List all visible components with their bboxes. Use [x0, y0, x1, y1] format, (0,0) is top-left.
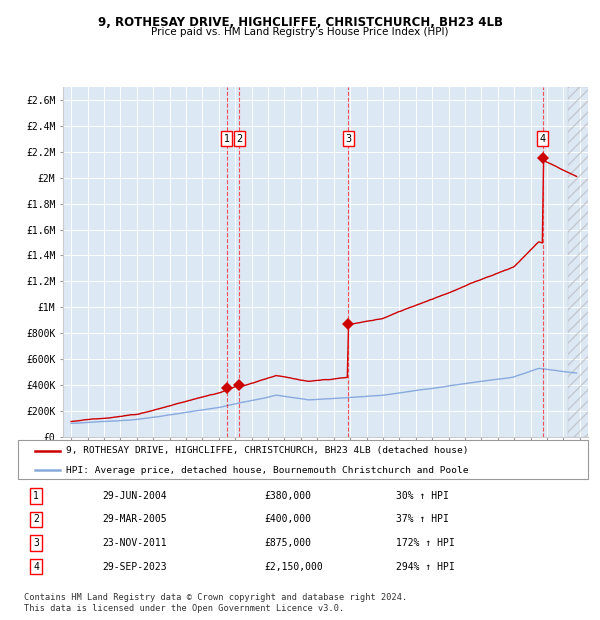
Text: 3: 3: [33, 538, 39, 548]
Text: 29-MAR-2005: 29-MAR-2005: [102, 515, 167, 525]
Text: 2: 2: [236, 134, 242, 144]
Text: 1: 1: [224, 134, 230, 144]
Text: 37% ↑ HPI: 37% ↑ HPI: [396, 515, 449, 525]
Text: 172% ↑ HPI: 172% ↑ HPI: [396, 538, 455, 548]
Text: £2,150,000: £2,150,000: [264, 562, 323, 572]
Text: 4: 4: [33, 562, 39, 572]
Text: £400,000: £400,000: [264, 515, 311, 525]
Text: £875,000: £875,000: [264, 538, 311, 548]
Text: Price paid vs. HM Land Registry's House Price Index (HPI): Price paid vs. HM Land Registry's House …: [151, 27, 449, 37]
Text: HPI: Average price, detached house, Bournemouth Christchurch and Poole: HPI: Average price, detached house, Bour…: [66, 466, 469, 475]
Text: Contains HM Land Registry data © Crown copyright and database right 2024.
This d: Contains HM Land Registry data © Crown c…: [24, 593, 407, 613]
FancyBboxPatch shape: [19, 440, 587, 479]
Text: £380,000: £380,000: [264, 491, 311, 501]
Text: 29-JUN-2004: 29-JUN-2004: [102, 491, 167, 501]
Bar: [568, 87, 596, 437]
Text: 29-SEP-2023: 29-SEP-2023: [102, 562, 167, 572]
Text: 9, ROTHESAY DRIVE, HIGHCLIFFE, CHRISTCHURCH, BH23 4LB: 9, ROTHESAY DRIVE, HIGHCLIFFE, CHRISTCHU…: [97, 16, 503, 29]
Text: 3: 3: [346, 134, 352, 144]
Text: 1: 1: [33, 491, 39, 501]
Text: 2: 2: [33, 515, 39, 525]
Text: 294% ↑ HPI: 294% ↑ HPI: [396, 562, 455, 572]
Text: 23-NOV-2011: 23-NOV-2011: [102, 538, 167, 548]
Text: 30% ↑ HPI: 30% ↑ HPI: [396, 491, 449, 501]
Text: 9, ROTHESAY DRIVE, HIGHCLIFFE, CHRISTCHURCH, BH23 4LB (detached house): 9, ROTHESAY DRIVE, HIGHCLIFFE, CHRISTCHU…: [66, 446, 469, 456]
Bar: [568, 87, 596, 437]
Text: 4: 4: [539, 134, 546, 144]
